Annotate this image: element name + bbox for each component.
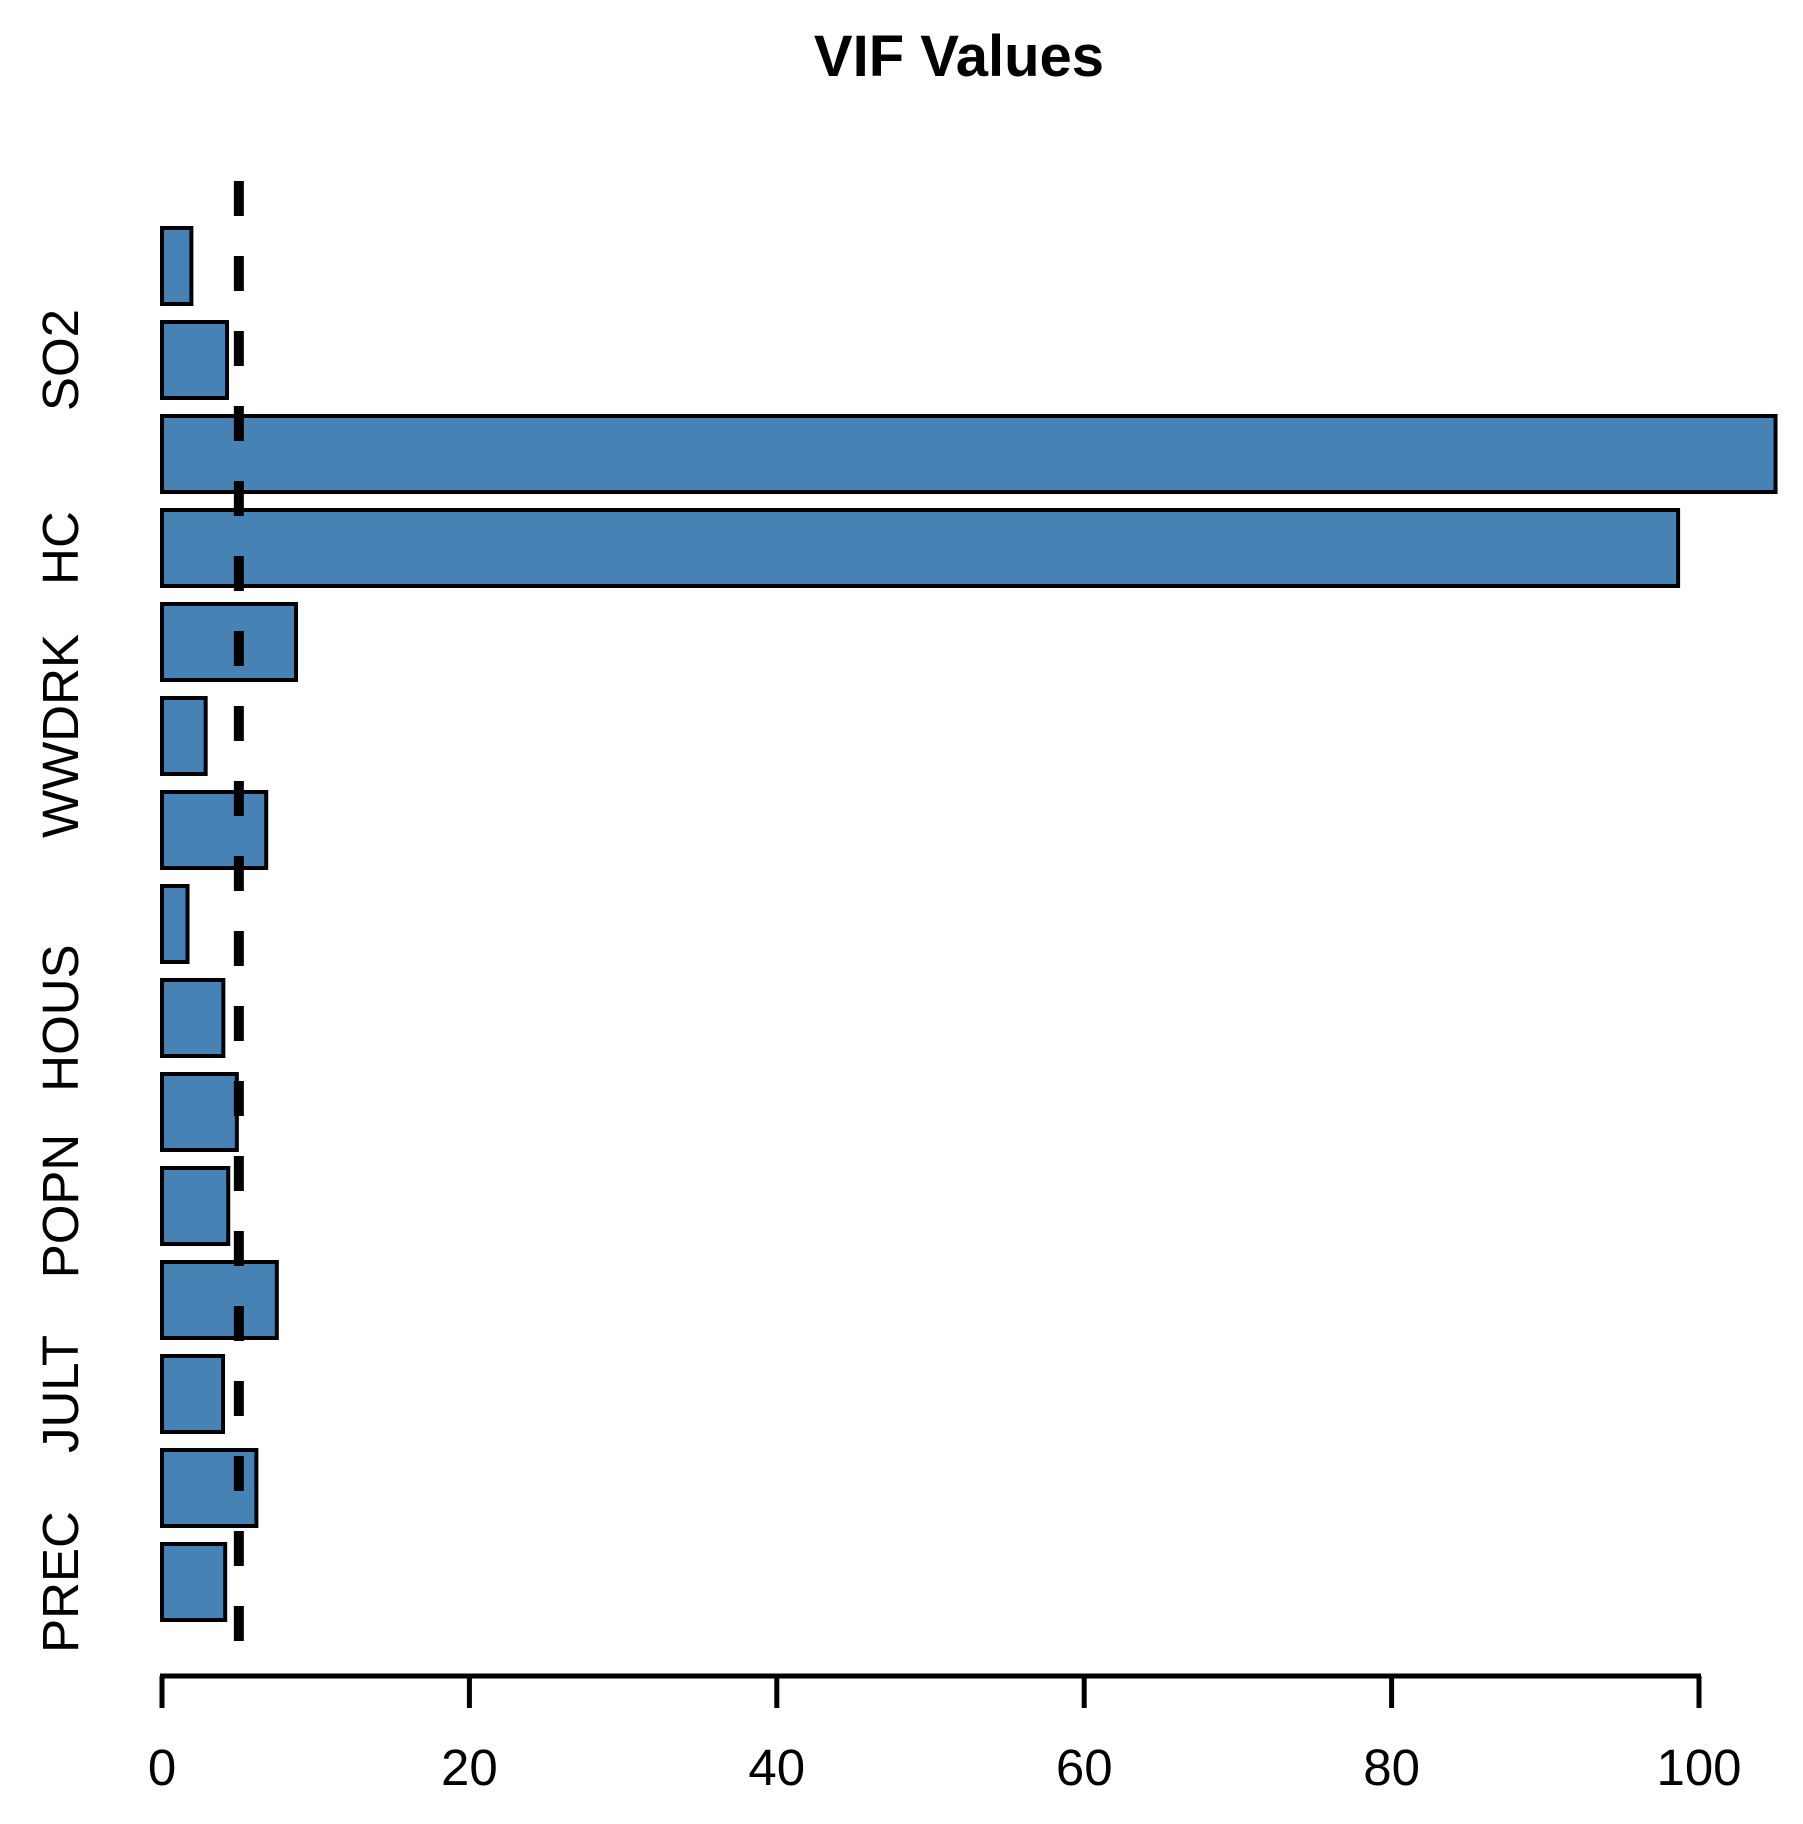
bar: [160, 696, 208, 776]
bar: [160, 226, 194, 306]
x-tick-label: 100: [1656, 1739, 1741, 1796]
y-axis-label: WWDRK: [32, 634, 89, 838]
x-tick-label: 20: [441, 1739, 498, 1796]
bar: [160, 1354, 226, 1434]
bar: [160, 884, 190, 964]
bar: [160, 414, 1778, 494]
y-axis-label: HOUS: [32, 944, 89, 1091]
bar: [160, 320, 230, 400]
bar: [160, 1166, 231, 1246]
bar: [160, 602, 299, 682]
y-axis-label: JULT: [32, 1335, 89, 1453]
y-axis-label: SO2: [32, 309, 89, 411]
chart-title: VIF Values: [814, 24, 1104, 89]
y-axis-label: PREC: [32, 1511, 89, 1653]
bar: [160, 1072, 239, 1152]
bar: [160, 978, 226, 1058]
y-axis-label: HC: [32, 511, 89, 585]
bar: [160, 1260, 279, 1340]
x-tick-label: 80: [1363, 1739, 1420, 1796]
x-tick-label: 40: [748, 1739, 805, 1796]
x-tick-label: 60: [1056, 1739, 1113, 1796]
bar: [160, 508, 1681, 588]
bar: [160, 790, 269, 870]
x-tick-label: 0: [148, 1739, 176, 1796]
y-axis-label: POPN: [32, 1134, 89, 1279]
bar: [160, 1542, 228, 1622]
